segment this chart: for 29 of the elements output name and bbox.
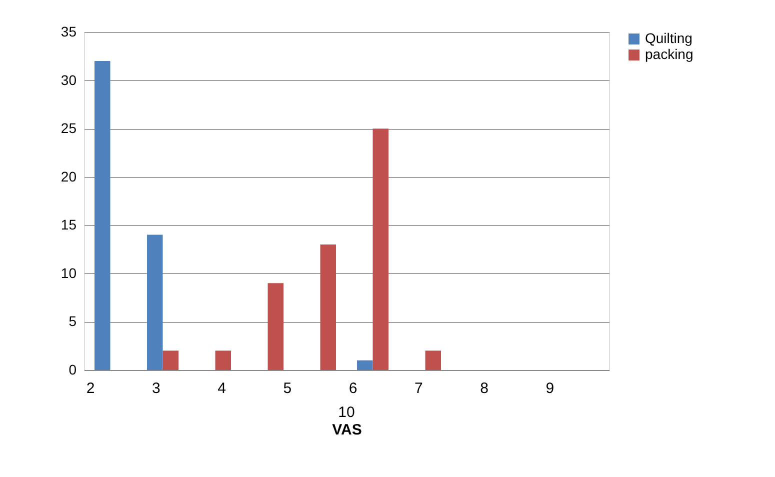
y-tick-label: 15 <box>60 216 77 233</box>
bar <box>425 350 441 370</box>
x-axis-title: VAS <box>332 422 362 438</box>
bar <box>147 234 163 370</box>
text: 2 <box>86 380 95 397</box>
bar <box>215 350 231 370</box>
y-tick-label: 5 <box>68 313 77 330</box>
legend-label: packing <box>645 46 694 62</box>
text: 10 <box>338 404 355 421</box>
text: 9 <box>546 380 554 397</box>
legend-label: Quilting <box>645 30 692 46</box>
text: 5 <box>283 380 292 397</box>
text: 3 <box>152 380 160 397</box>
bar <box>357 360 373 370</box>
y-tick-label: 35 <box>60 24 77 40</box>
y-tick-label: 0 <box>68 362 77 378</box>
text: 8 <box>480 380 488 397</box>
y-tick-label: 20 <box>60 168 77 184</box>
bar <box>372 128 388 370</box>
y-tick-label: 30 <box>60 72 77 88</box>
bar <box>94 60 110 370</box>
bar <box>320 244 336 370</box>
text: 6 <box>348 380 358 397</box>
y-tick-label: 10 <box>60 264 77 281</box>
text: 7 <box>414 380 423 397</box>
text: 4 <box>218 380 226 397</box>
bar <box>268 283 284 370</box>
y-tick-label: 25 <box>60 120 77 136</box>
bar <box>162 350 178 370</box>
